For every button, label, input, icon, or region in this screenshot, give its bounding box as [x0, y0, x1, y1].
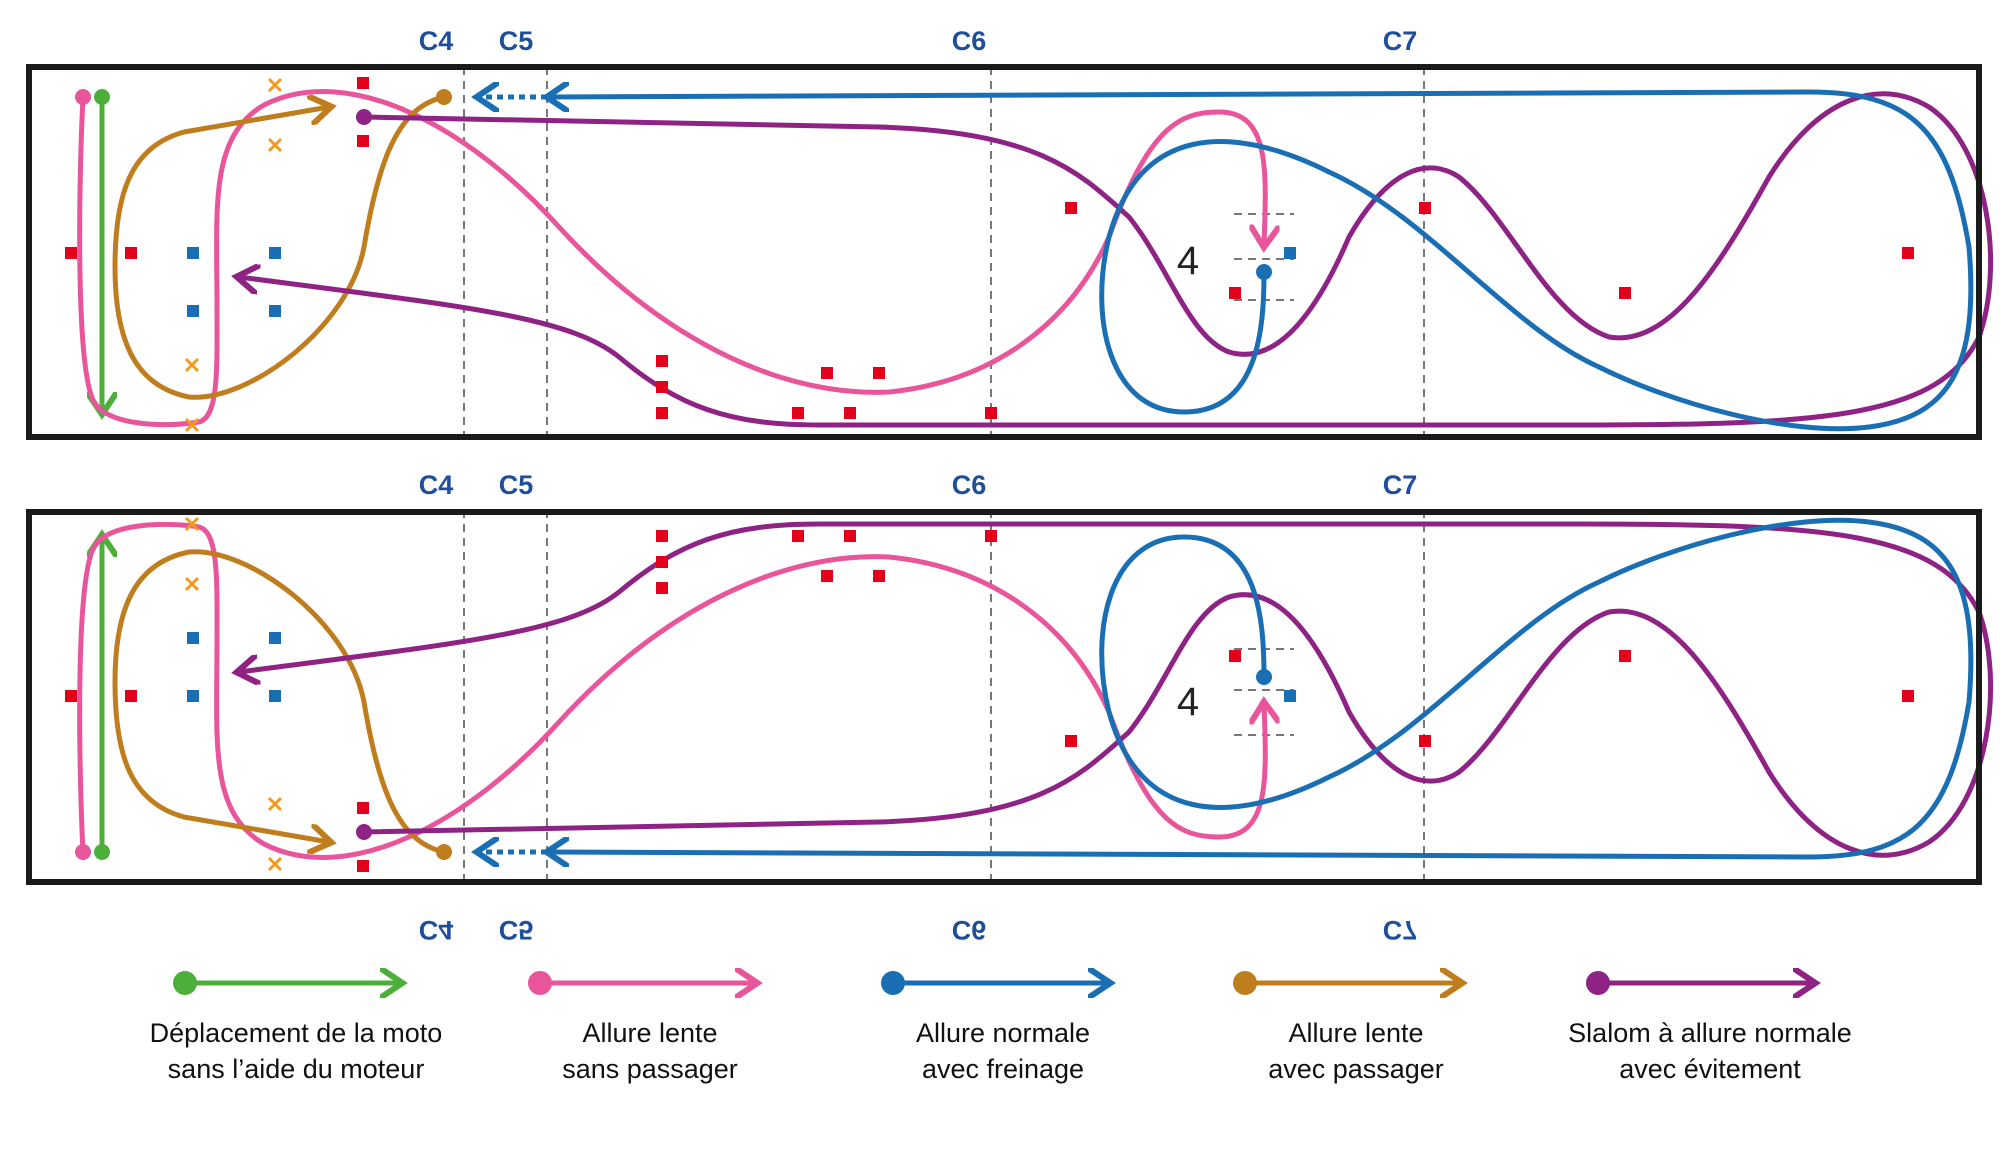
cone-label-c6-top: C6: [952, 26, 987, 56]
legend-ochre-line1: Allure lente: [1288, 1018, 1424, 1048]
legend-item-purple: Slalom à allure normale avec évitement: [1545, 1015, 1875, 1155]
track-bottom: [65, 512, 1991, 882]
legend-purple-line1: Slalom à allure normale: [1568, 1018, 1852, 1048]
legend-item-pink: Allure lente sans passager: [485, 1015, 815, 1155]
cone-label-c4-mirrored: C4: [419, 915, 454, 945]
legend-ochre-line2: avec passager: [1268, 1054, 1444, 1084]
legend-blue-line1: Allure normale: [915, 1018, 1091, 1048]
legend-green-line2: sans l’aide du moteur: [167, 1054, 425, 1084]
cone-label-c7-mid: C7: [1383, 470, 1418, 500]
cone-label-c4-mid: C4: [419, 470, 454, 500]
legend-pink-line2: sans passager: [562, 1054, 738, 1084]
legend-green-line1: Déplacement de la moto: [149, 1018, 443, 1048]
legend-arrow-ochre: [1233, 971, 1460, 995]
cone-label-c6-mid: C6: [952, 470, 987, 500]
cone-label-c6-mirrored: C6: [952, 915, 987, 945]
track-top: [65, 67, 1991, 437]
cone-label-c7-top: C7: [1383, 26, 1418, 56]
cone-label-c7-mirrored: C7: [1383, 915, 1418, 945]
station-number-top: 4: [1177, 239, 1199, 283]
cone-label-c5-mirrored: C5: [499, 915, 534, 945]
legend-arrow-purple: [1586, 971, 1813, 995]
legend-blue-line2: avec freinage: [921, 1054, 1085, 1084]
legend-pink-line1: Allure lente: [582, 1018, 718, 1048]
legend-item-blue: Allure normale avec freinage: [838, 1015, 1168, 1155]
cone-label-c5-mid: C5: [499, 470, 534, 500]
legend-purple-line2: avec évitement: [1619, 1054, 1801, 1084]
legend-arrow-green: [173, 971, 400, 995]
station-number-bottom: 4: [1177, 680, 1199, 724]
legend-item-ochre: Allure lente avec passager: [1191, 1015, 1521, 1155]
track-bottom-border: [26, 509, 1982, 885]
legend-item-green: Déplacement de la moto sans l’aide du mot…: [131, 1015, 461, 1155]
legend-arrow-pink: [528, 971, 755, 995]
cone-label-c5-top: C5: [499, 26, 534, 56]
track-top-border: [26, 64, 1982, 440]
track-diagram: 4 4 C4 C5 C6 C7 C4 C5 C6 C7 C4 C5 C6 C7: [26, 26, 2000, 1125]
cone-label-c4-top: C4: [419, 26, 454, 56]
legend-arrow-blue: [881, 971, 1108, 995]
